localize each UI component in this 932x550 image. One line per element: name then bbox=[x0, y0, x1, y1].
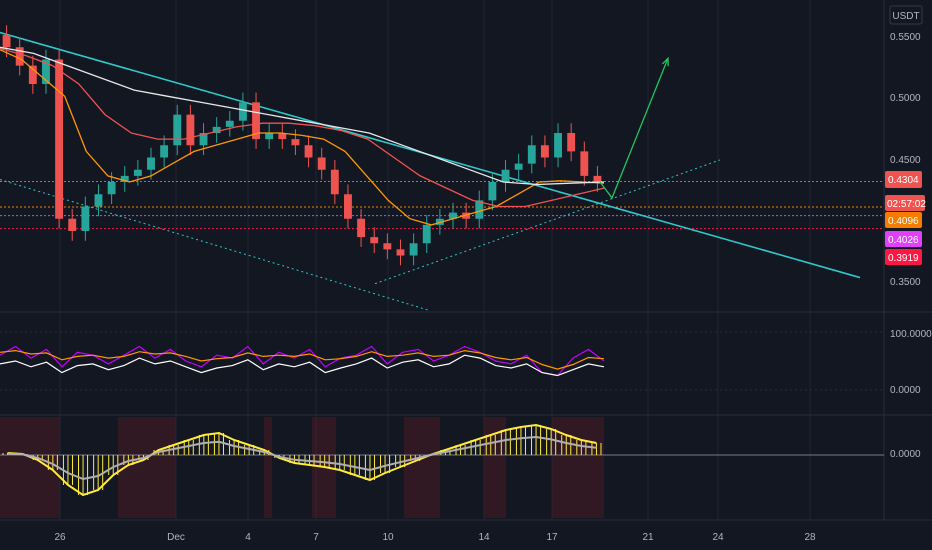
price-badge-ma-fast-text: 0.4096 bbox=[888, 216, 919, 227]
time-tick-10: 10 bbox=[382, 532, 394, 543]
candle-body bbox=[238, 102, 247, 121]
candle-body bbox=[514, 163, 523, 170]
price-tick-0.3500: 0.3500 bbox=[890, 277, 921, 288]
price-badge-ma-mid-text: 0.4026 bbox=[888, 235, 919, 246]
candle-body bbox=[567, 133, 576, 152]
candle-body bbox=[147, 157, 155, 170]
candle-body bbox=[501, 169, 510, 182]
countdown-badge bbox=[885, 195, 925, 211]
projection-path bbox=[599, 58, 669, 200]
price-tick-0.4500: 0.4500 bbox=[890, 155, 921, 166]
candle-body bbox=[2, 35, 11, 48]
candle-body bbox=[252, 102, 260, 140]
candle-body bbox=[15, 47, 24, 66]
price-pane[interactable] bbox=[0, 25, 884, 312]
candle-body bbox=[304, 145, 313, 158]
price-scale[interactable]: USDT 0.5500 0.5000 0.4500 0.3500 0.4304 … bbox=[885, 5, 932, 460]
price-tick-0.5000: 0.5000 bbox=[890, 93, 921, 104]
candle-body bbox=[370, 237, 379, 244]
candle-body bbox=[173, 114, 182, 146]
osc-tick-100: 100.0000 bbox=[890, 329, 932, 340]
candle-body bbox=[554, 133, 562, 158]
candle-body bbox=[265, 133, 274, 140]
signal-band bbox=[0, 417, 60, 518]
time-tick-7: 7 bbox=[313, 532, 319, 543]
osc-line-rsi bbox=[0, 354, 605, 377]
price-badge-ma-mid bbox=[885, 231, 922, 247]
candle-body bbox=[396, 249, 405, 256]
candle-body bbox=[462, 212, 471, 219]
candle-body bbox=[357, 218, 366, 238]
ma-line-ma-slow bbox=[0, 46, 605, 186]
mom-tick-0: 0.0000 bbox=[890, 449, 921, 460]
candle-body bbox=[278, 133, 287, 140]
candle-body bbox=[409, 243, 418, 256]
candle-body bbox=[488, 182, 497, 201]
candle-body bbox=[540, 145, 549, 158]
time-tick-dec: Dec bbox=[167, 532, 185, 543]
candle-body bbox=[94, 194, 103, 207]
candle-body bbox=[422, 224, 431, 244]
momentum-signal-line bbox=[7, 435, 597, 481]
candle-body bbox=[186, 114, 195, 146]
price-badge-last bbox=[885, 171, 922, 188]
projection-arrowhead bbox=[661, 56, 669, 67]
time-tick-28: 28 bbox=[804, 532, 816, 543]
candle-body bbox=[383, 243, 392, 250]
signal-band bbox=[118, 417, 176, 518]
candle-body bbox=[475, 200, 484, 219]
candle-body bbox=[68, 218, 77, 231]
price-tick-0.5500: 0.5500 bbox=[890, 32, 921, 43]
price-badge-last-text: 0.4304 bbox=[888, 175, 919, 186]
trendline-ascending-support bbox=[374, 159, 721, 285]
candle-body bbox=[449, 212, 457, 219]
time-tick-17: 17 bbox=[546, 532, 558, 543]
candle-body bbox=[344, 194, 352, 219]
time-tick-14: 14 bbox=[478, 532, 490, 543]
time-tick-21: 21 bbox=[642, 532, 654, 543]
candle-body bbox=[133, 169, 142, 176]
candle-body bbox=[527, 145, 536, 164]
price-badge-ma-slow bbox=[885, 249, 922, 265]
osc-line-d bbox=[0, 349, 605, 370]
price-badge-ma-slow-text: 0.3919 bbox=[888, 253, 919, 264]
osc-tick-0: 0.0000 bbox=[890, 385, 921, 396]
candle-body bbox=[107, 182, 116, 195]
signal-band bbox=[264, 417, 272, 518]
candle-body bbox=[291, 139, 300, 146]
candle-body bbox=[580, 151, 589, 176]
time-tick-24: 24 bbox=[712, 532, 724, 543]
ma-line-ma-mid bbox=[0, 47, 605, 208]
ma-line-ma-fast bbox=[0, 49, 605, 226]
candle-body bbox=[330, 169, 339, 195]
time-axis[interactable]: 26 Dec 4 7 10 14 17 21 24 28 bbox=[0, 519, 932, 543]
currency-label: USDT bbox=[892, 11, 919, 22]
candle-body bbox=[593, 175, 602, 182]
signal-band bbox=[484, 417, 506, 518]
candle-body bbox=[120, 175, 129, 182]
momentum-pane[interactable] bbox=[0, 423, 884, 497]
candle-body bbox=[28, 65, 37, 84]
candle-body bbox=[160, 145, 169, 158]
candle-body bbox=[199, 133, 208, 146]
candle-body bbox=[55, 59, 64, 219]
price-badge-ma-fast bbox=[885, 212, 922, 228]
countdown-text: 02:57:02 bbox=[887, 199, 926, 210]
candle-body bbox=[225, 120, 234, 127]
momentum-line bbox=[7, 423, 597, 497]
candle-body bbox=[42, 59, 50, 84]
oscillator-pane[interactable] bbox=[0, 331, 884, 391]
time-tick-4: 4 bbox=[245, 532, 251, 543]
currency-box[interactable] bbox=[889, 5, 923, 25]
time-tick-26: 26 bbox=[54, 532, 66, 543]
osc-line-k bbox=[0, 345, 605, 377]
signal-band bbox=[404, 417, 440, 518]
candle-body bbox=[81, 206, 90, 231]
candle-body bbox=[317, 157, 326, 170]
candle-body bbox=[212, 126, 221, 133]
